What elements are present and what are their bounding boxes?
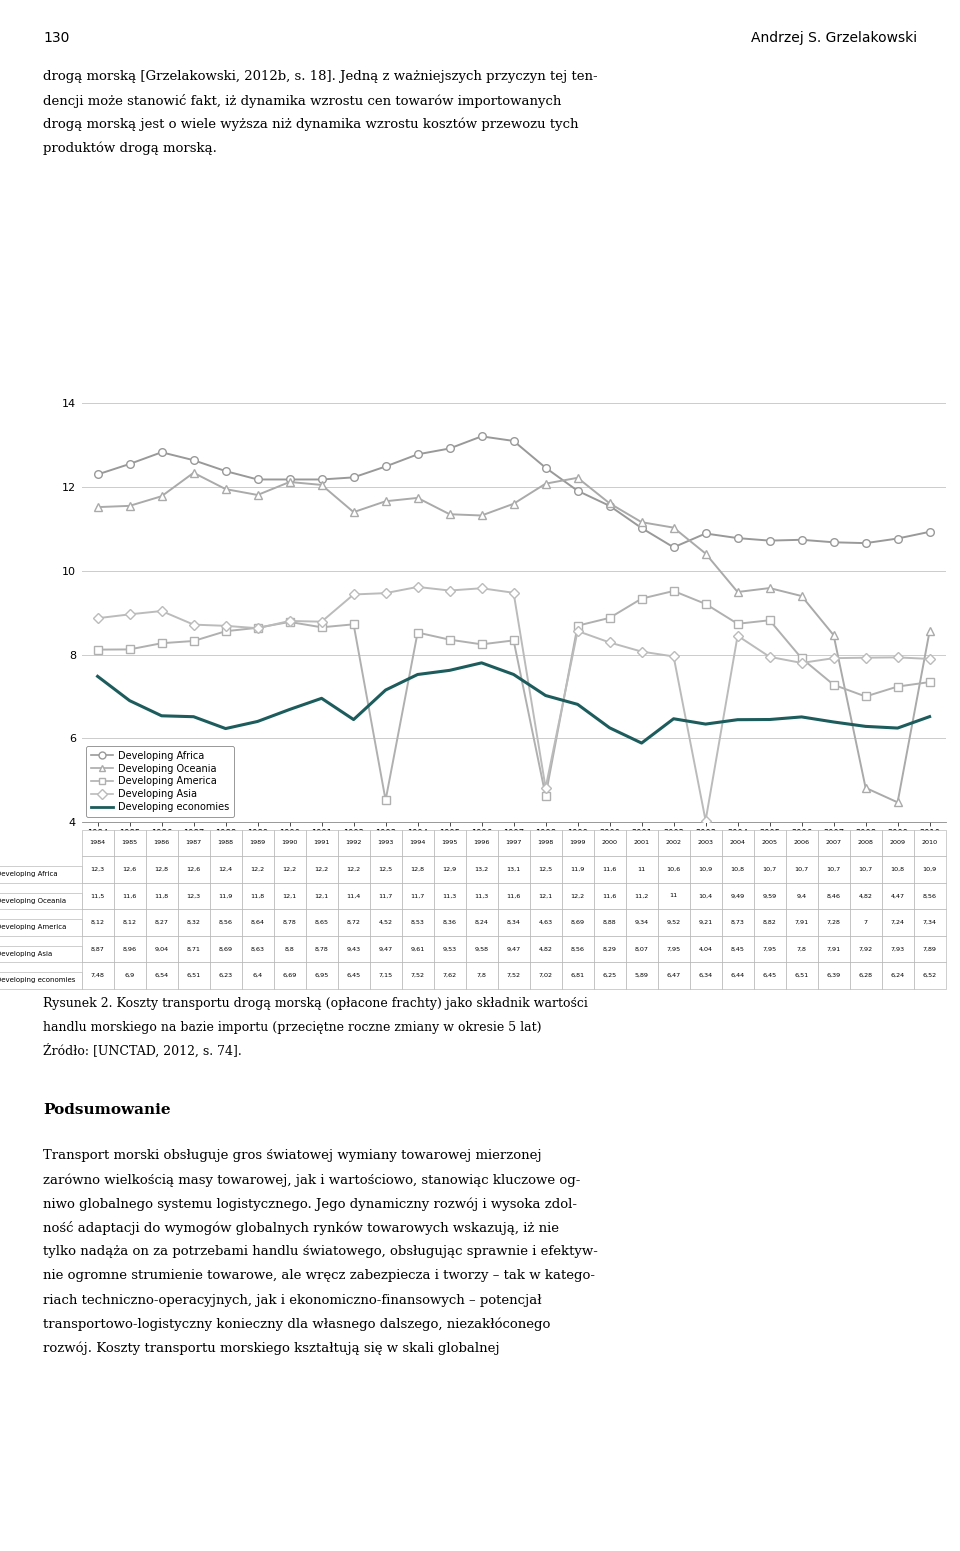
Text: 130: 130 — [43, 31, 69, 45]
Text: Andrzej S. Grzelakowski: Andrzej S. Grzelakowski — [751, 31, 917, 45]
Text: handlu morskiego na bazie importu (przeciętne roczne zmiany w okresie 5 lat): handlu morskiego na bazie importu (przec… — [43, 1021, 541, 1033]
Text: produktów drogą morską.: produktów drogą morską. — [43, 143, 217, 155]
Text: nie ogromne strumienie towarowe, ale wręcz zabezpiecza i tworzy – tak w katego-: nie ogromne strumienie towarowe, ale wrę… — [43, 1269, 595, 1283]
Text: transportowo-logistyczny konieczny dla własnego dalszego, niezakłóconego: transportowo-logistyczny konieczny dla w… — [43, 1317, 551, 1331]
Text: dencji może stanowić fakt, iż dynamika wzrostu cen towarów importowanych: dencji może stanowić fakt, iż dynamika w… — [43, 93, 562, 109]
Text: Źródło: [UNCTAD, 2012, s. 74].: Źródło: [UNCTAD, 2012, s. 74]. — [43, 1044, 242, 1058]
Text: niwo globalnego systemu logistycznego. Jego dynamiczny rozwój i wysoka zdol-: niwo globalnego systemu logistycznego. J… — [43, 1197, 577, 1211]
Text: zarówno wielkością masy towarowej, jak i wartościowo, stanowiąc kluczowe og-: zarówno wielkością masy towarowej, jak i… — [43, 1173, 581, 1187]
Legend: Developing Africa, Developing Oceania, Developing America, Developing Asia, Deve: Developing Africa, Developing Oceania, D… — [86, 746, 233, 817]
Text: drogą morską [Grzelakowski, 2012b, s. 18]. Jedną z ważniejszych przyczyn tej ten: drogą morską [Grzelakowski, 2012b, s. 18… — [43, 70, 598, 82]
Text: Transport morski obsługuje gros światowej wymiany towarowej mierzonej: Transport morski obsługuje gros światowe… — [43, 1149, 541, 1162]
Text: riach techniczno-operacyjnych, jak i ekonomiczno-finansowych – potencjał: riach techniczno-operacyjnych, jak i eko… — [43, 1294, 541, 1306]
Text: tylko nadąża on za potrzebami handlu światowego, obsługując sprawnie i efektyw-: tylko nadąża on za potrzebami handlu świ… — [43, 1245, 598, 1258]
Text: Rysunek 2. Koszty transportu drogą morską (opłacone frachty) jako składnik warto: Rysunek 2. Koszty transportu drogą morsk… — [43, 997, 588, 1010]
Text: Podsumowanie: Podsumowanie — [43, 1103, 171, 1117]
Text: drogą morską jest o wiele wyższa niż dynamika wzrostu kosztów przewozu tych: drogą morską jest o wiele wyższa niż dyn… — [43, 118, 579, 132]
Text: rozwój. Koszty transportu morskiego kształtują się w skali globalnej: rozwój. Koszty transportu morskiego kszt… — [43, 1342, 500, 1356]
Text: ność adaptacji do wymogów globalnych rynków towarowych wskazują, iż nie: ność adaptacji do wymogów globalnych ryn… — [43, 1222, 559, 1236]
